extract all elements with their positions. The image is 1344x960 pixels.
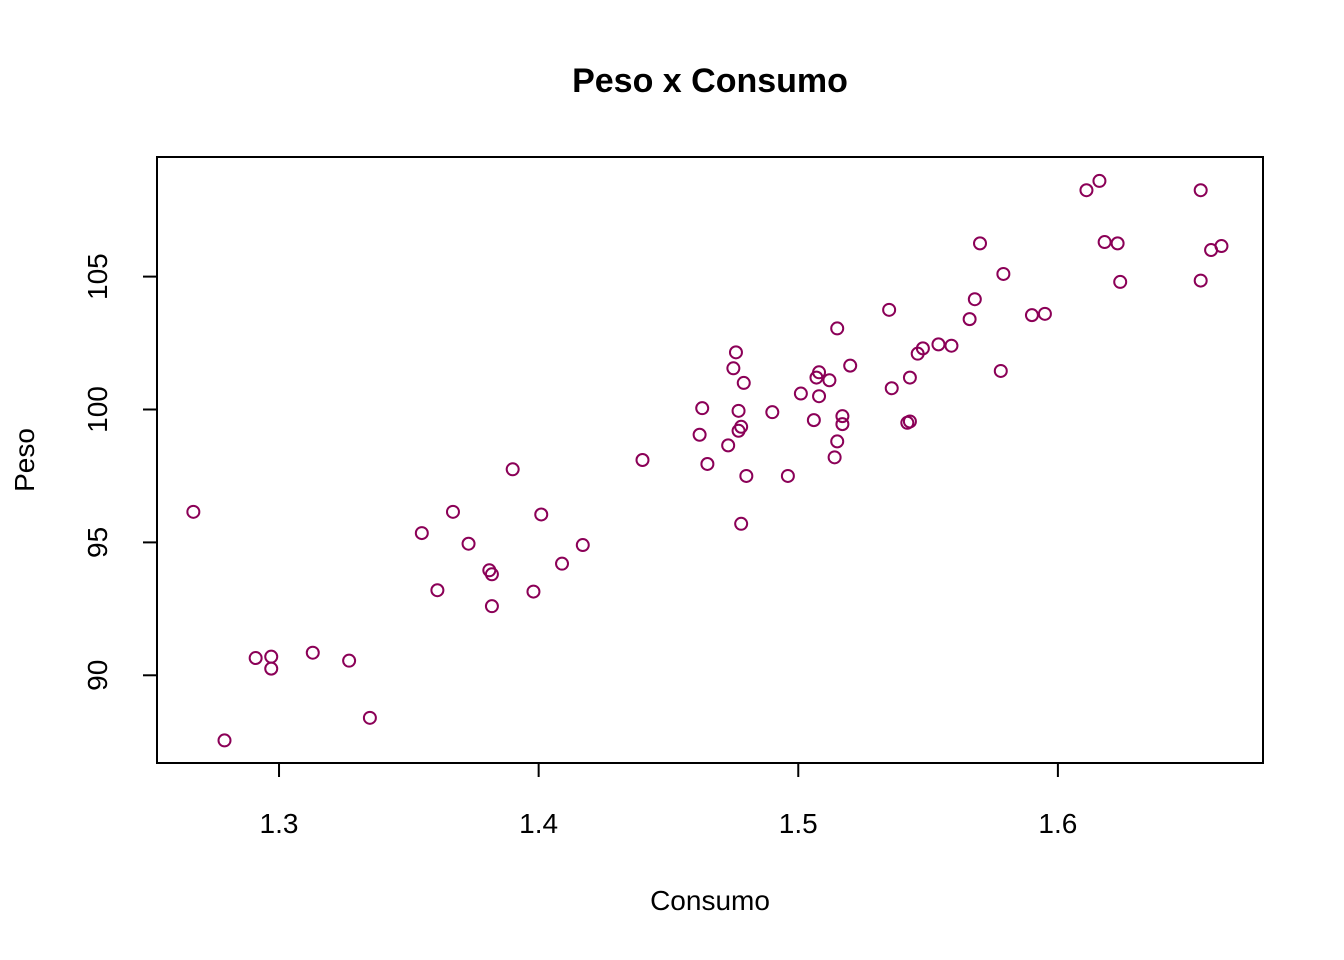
data-point	[780, 468, 795, 483]
data-point	[1193, 273, 1208, 288]
data-point	[967, 292, 982, 307]
data-point	[692, 427, 707, 442]
data-point	[248, 651, 263, 666]
data-point	[1097, 235, 1112, 250]
data-point	[944, 338, 959, 353]
data-point	[827, 450, 842, 465]
data-point	[461, 536, 476, 551]
data-point	[305, 645, 320, 660]
data-point	[884, 381, 899, 396]
y-tick-label: 95	[82, 527, 113, 558]
x-tick-label: 1.3	[260, 808, 299, 839]
x-axis: 1.3 1.4 1.5 1.6	[260, 762, 1077, 839]
data-point	[695, 401, 710, 416]
data-point	[765, 405, 780, 420]
data-point	[505, 462, 520, 477]
data-point	[993, 363, 1008, 378]
data-point	[734, 419, 749, 434]
data-point	[734, 516, 749, 531]
data-point	[445, 504, 460, 519]
data-point	[342, 653, 357, 668]
data-point	[728, 345, 743, 360]
data-point	[526, 584, 541, 599]
data-point	[973, 236, 988, 251]
data-point	[806, 413, 821, 428]
data-point	[721, 438, 736, 453]
data-point	[739, 468, 754, 483]
y-tick-label: 105	[82, 253, 113, 300]
data-point	[186, 504, 201, 519]
y-tick-label: 100	[82, 386, 113, 433]
data-point	[430, 583, 445, 598]
data-point	[902, 370, 917, 385]
x-tick-label: 1.5	[779, 808, 818, 839]
data-point	[962, 312, 977, 327]
data-point	[1037, 306, 1052, 321]
data-point	[736, 375, 751, 390]
data-point	[484, 567, 499, 582]
data-point	[264, 661, 279, 676]
chart-title: Peso x Consumo	[572, 62, 848, 100]
data-point	[1092, 173, 1107, 188]
x-tick-label: 1.4	[519, 808, 558, 839]
data-point	[830, 321, 845, 336]
data-point	[1193, 183, 1208, 198]
data-point	[996, 266, 1011, 281]
data-points	[186, 173, 1229, 748]
y-axis-label: Peso	[9, 428, 40, 492]
x-tick-label: 1.6	[1038, 808, 1077, 839]
data-point	[793, 386, 808, 401]
data-point	[414, 526, 429, 541]
data-point	[1214, 239, 1229, 254]
data-point	[731, 403, 746, 418]
data-point	[534, 507, 549, 522]
x-axis-label: Consumo	[650, 885, 770, 916]
data-point	[812, 389, 827, 404]
data-point	[835, 417, 850, 432]
data-point	[822, 373, 837, 388]
data-point	[217, 733, 232, 748]
y-axis: 90 95 100 105	[82, 253, 158, 691]
y-tick-label: 90	[82, 660, 113, 691]
data-point	[635, 453, 650, 467]
data-point	[1113, 274, 1128, 289]
data-point	[830, 434, 845, 449]
data-point	[931, 337, 946, 352]
data-point	[1024, 308, 1039, 323]
data-point	[726, 361, 741, 376]
data-point	[575, 538, 590, 553]
data-point	[812, 365, 827, 380]
data-point	[882, 302, 897, 317]
data-point	[843, 358, 858, 373]
data-point	[555, 556, 570, 571]
data-point	[1110, 236, 1125, 251]
data-point	[902, 414, 917, 429]
data-point	[1079, 183, 1094, 198]
data-point	[362, 710, 377, 725]
data-point	[700, 456, 715, 471]
data-point	[835, 409, 850, 424]
data-point	[484, 599, 499, 614]
data-point	[915, 341, 930, 356]
